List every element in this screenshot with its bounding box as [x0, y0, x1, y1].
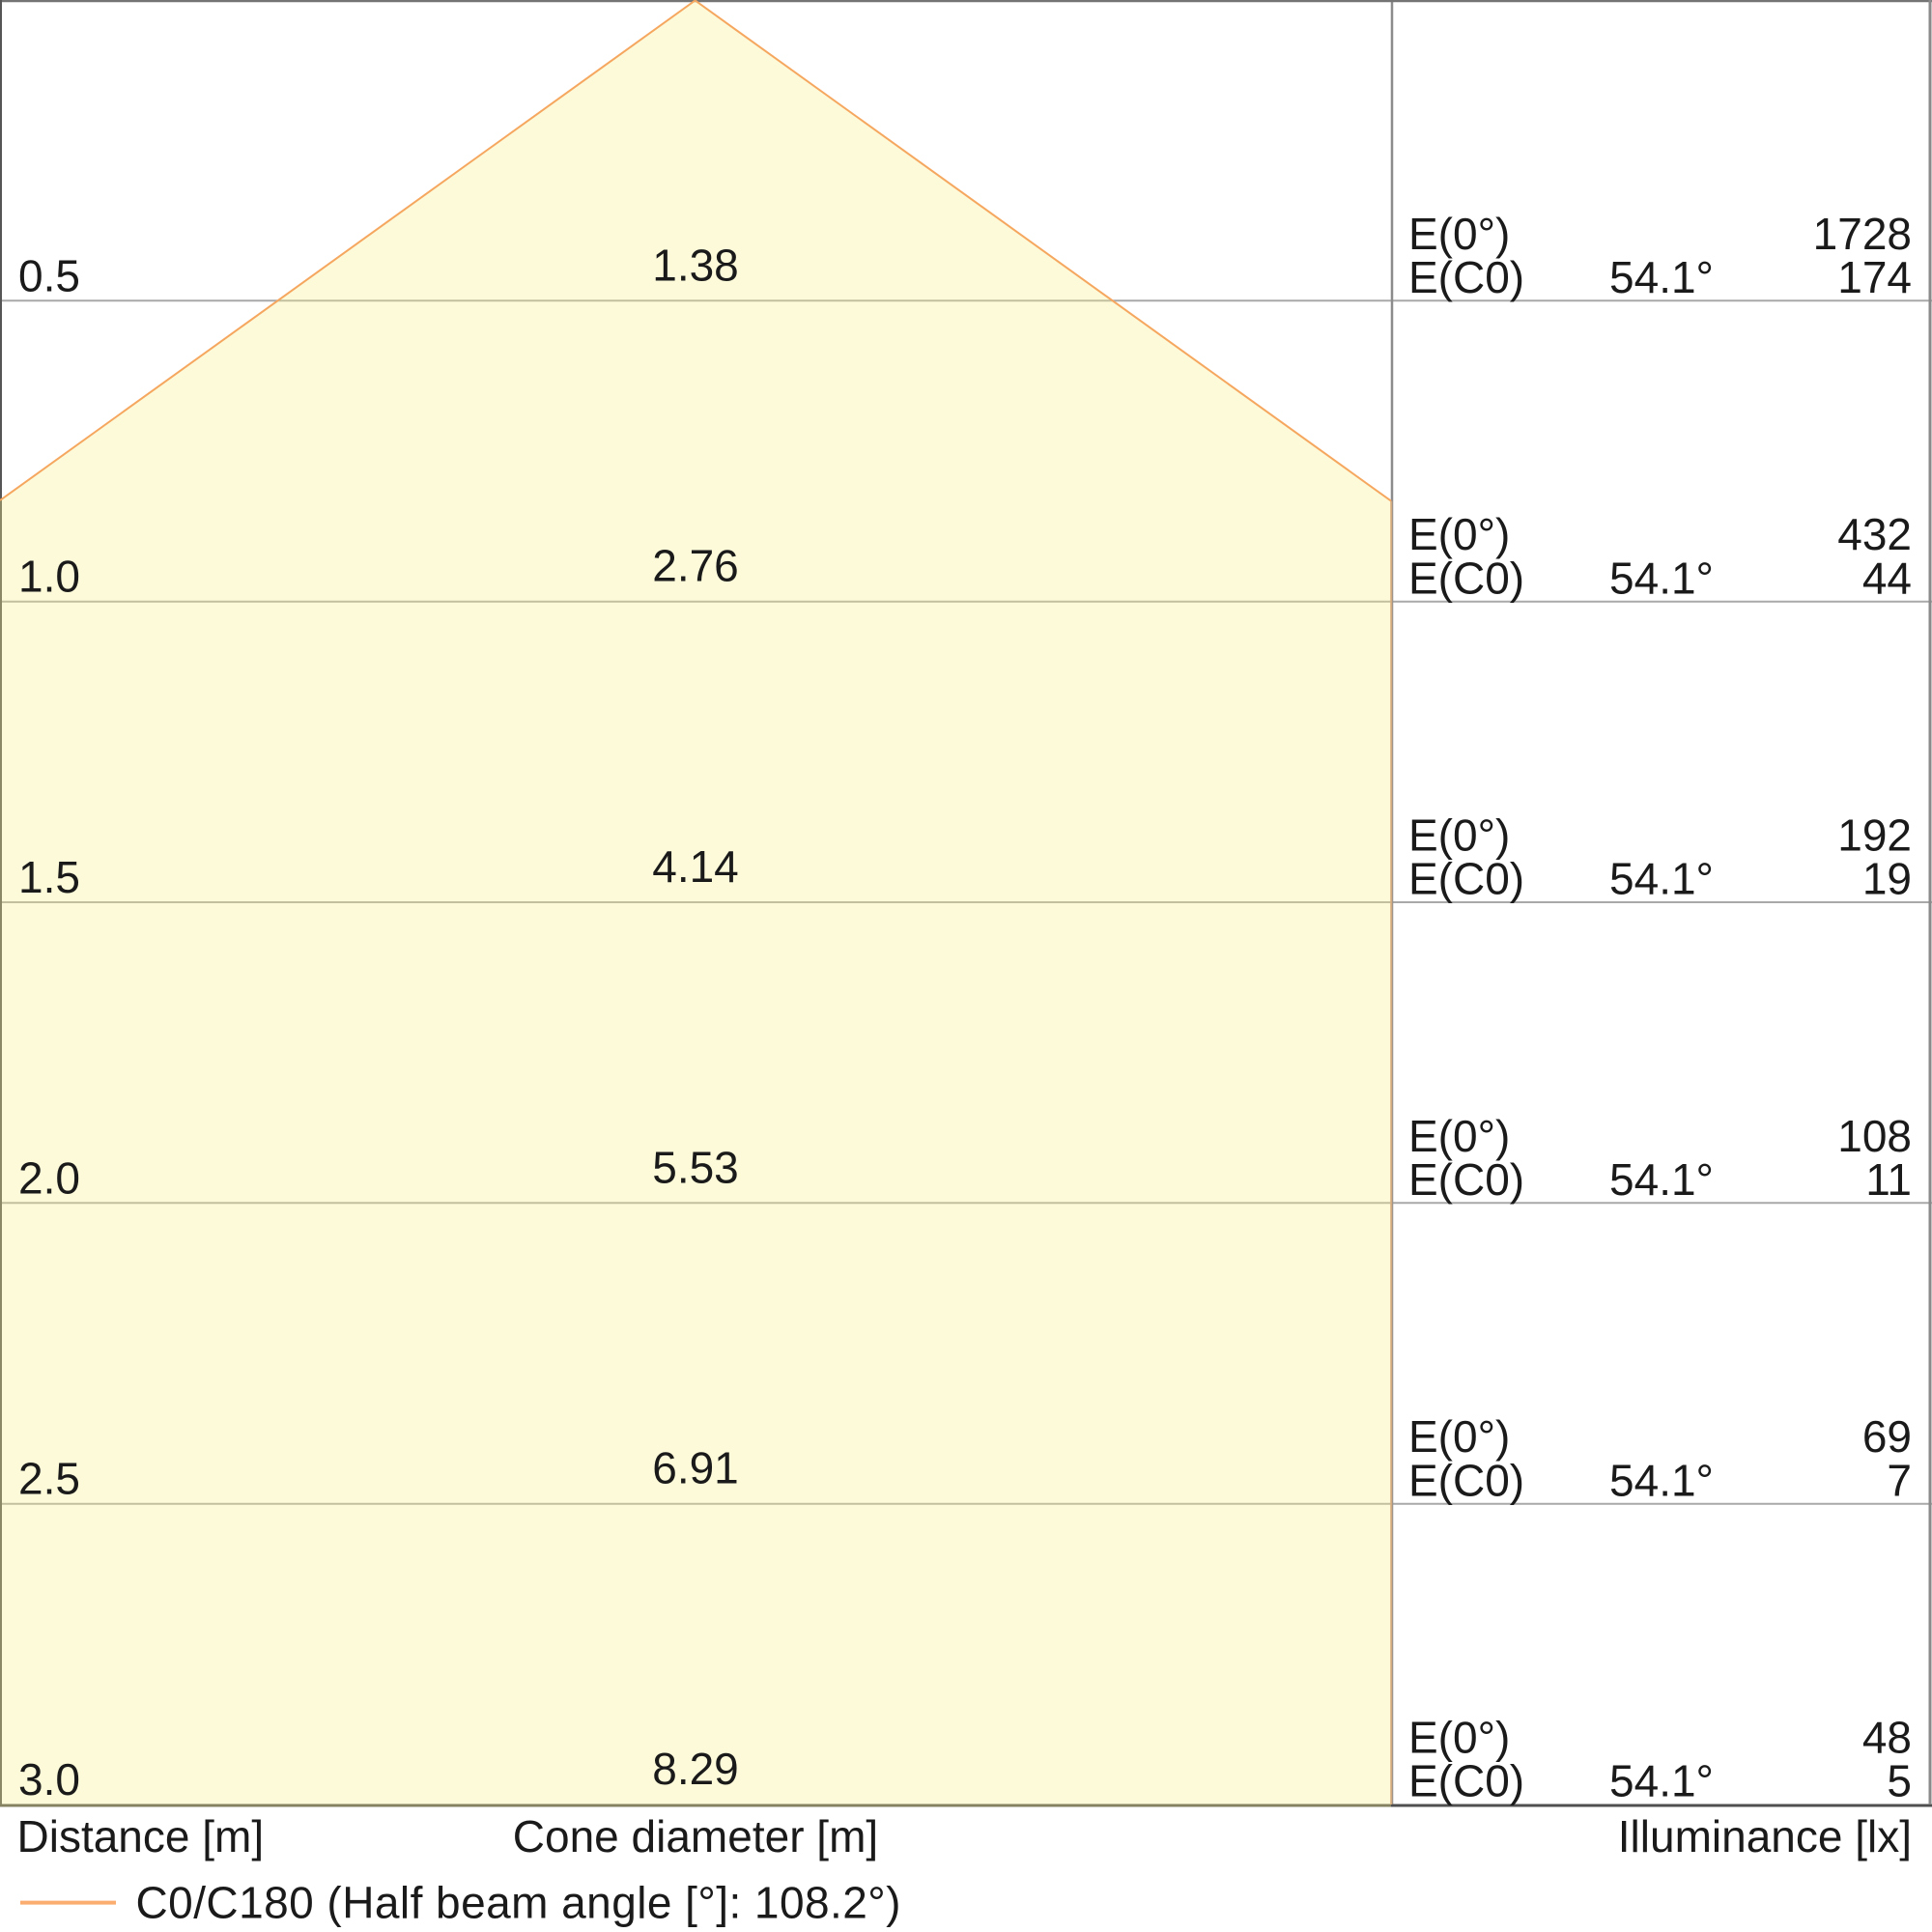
svg-text:0.5: 0.5 — [18, 250, 80, 300]
svg-text:Cone diameter [m]: Cone diameter [m] — [513, 1811, 878, 1861]
svg-text:174: 174 — [1837, 252, 1912, 302]
svg-text:E(C0): E(C0) — [1408, 1154, 1524, 1205]
svg-text:1.38: 1.38 — [652, 240, 739, 290]
svg-text:54.1°: 54.1° — [1609, 252, 1714, 302]
svg-text:432: 432 — [1837, 509, 1912, 559]
svg-text:4.14: 4.14 — [652, 841, 739, 892]
svg-text:11: 11 — [1865, 1154, 1912, 1205]
svg-text:19: 19 — [1862, 854, 1912, 904]
svg-text:2.0: 2.0 — [18, 1152, 80, 1203]
svg-text:2.5: 2.5 — [18, 1454, 80, 1504]
svg-text:3.0: 3.0 — [18, 1754, 80, 1804]
svg-text:C0/C180 (Half beam angle [°]:: C0/C180 (Half beam angle [°]: 108.2°) — [136, 1878, 901, 1928]
svg-text:54.1°: 54.1° — [1609, 1455, 1714, 1505]
svg-text:6.91: 6.91 — [652, 1443, 739, 1493]
svg-text:E(0°): E(0°) — [1408, 209, 1510, 259]
svg-text:108: 108 — [1837, 1111, 1912, 1161]
svg-text:54.1°: 54.1° — [1609, 1756, 1714, 1806]
svg-text:69: 69 — [1862, 1411, 1912, 1462]
svg-text:44: 44 — [1862, 553, 1912, 603]
svg-text:E(0°): E(0°) — [1408, 509, 1510, 559]
svg-text:E(C0): E(C0) — [1408, 1455, 1524, 1505]
svg-text:E(0°): E(0°) — [1408, 1713, 1510, 1763]
svg-text:E(C0): E(C0) — [1408, 252, 1524, 302]
svg-text:E(0°): E(0°) — [1408, 810, 1510, 861]
svg-text:7: 7 — [1887, 1455, 1912, 1505]
svg-text:2.76: 2.76 — [652, 541, 739, 591]
svg-text:E(C0): E(C0) — [1408, 553, 1524, 603]
svg-text:E(C0): E(C0) — [1408, 854, 1524, 904]
svg-text:E(0°): E(0°) — [1408, 1411, 1510, 1462]
svg-text:48: 48 — [1862, 1713, 1912, 1763]
svg-text:54.1°: 54.1° — [1609, 854, 1714, 904]
svg-text:1.0: 1.0 — [18, 552, 80, 602]
svg-text:8.29: 8.29 — [652, 1744, 739, 1794]
svg-text:5: 5 — [1887, 1756, 1912, 1806]
svg-text:Distance [m]: Distance [m] — [17, 1811, 265, 1861]
svg-text:E(0°): E(0°) — [1408, 1111, 1510, 1161]
svg-text:1.5: 1.5 — [18, 852, 80, 902]
svg-text:E(C0): E(C0) — [1408, 1756, 1524, 1806]
svg-text:54.1°: 54.1° — [1609, 553, 1714, 603]
svg-text:5.53: 5.53 — [652, 1142, 739, 1192]
svg-text:Illuminance [lx]: Illuminance [lx] — [1618, 1811, 1912, 1861]
svg-text:192: 192 — [1837, 810, 1912, 861]
svg-text:1728: 1728 — [1813, 209, 1912, 259]
svg-text:54.1°: 54.1° — [1609, 1154, 1714, 1205]
